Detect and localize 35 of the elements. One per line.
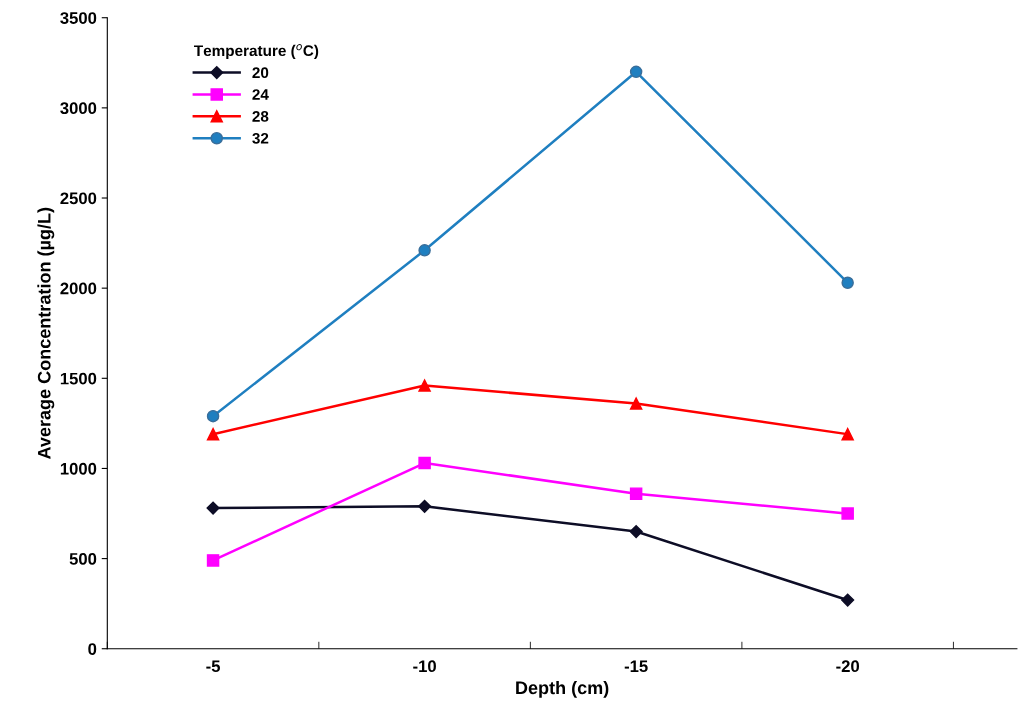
point — [418, 379, 431, 392]
legend-label: 28 — [252, 111, 269, 122]
point — [629, 65, 643, 79]
y-tick-label: 2500 — [60, 192, 97, 205]
point — [629, 487, 643, 500]
point — [841, 507, 854, 520]
y-tick-label: 500 — [69, 552, 97, 565]
point — [418, 499, 432, 513]
y-tick-label: 0 — [88, 643, 97, 655]
x-tick-label: -20 — [836, 660, 860, 673]
x-tick-label: -10 — [413, 660, 436, 673]
legend-label: 32 — [252, 132, 269, 144]
point — [206, 427, 220, 441]
x-tick-label: -5 — [206, 660, 221, 673]
y-tick-label: 3000 — [60, 102, 97, 115]
y-tick-label: 1500 — [60, 372, 97, 385]
legend-label: 24 — [252, 89, 269, 100]
point — [418, 456, 431, 470]
x-axis-title: Depth (cm) — [516, 680, 609, 698]
y-tick-label: 3500 — [60, 12, 97, 24]
point — [841, 276, 854, 289]
x-tick-label: -15 — [624, 660, 648, 673]
point — [629, 397, 643, 410]
point — [206, 501, 220, 515]
y-tick-label: 2000 — [60, 282, 97, 295]
y-axis-title: Average Concentration (µg/L) — [37, 207, 55, 460]
legend-label: 20 — [252, 67, 269, 79]
point — [418, 244, 431, 257]
point — [206, 409, 220, 423]
point — [841, 427, 854, 441]
point — [841, 593, 855, 607]
point — [206, 554, 220, 567]
y-tick-label: 1000 — [60, 462, 97, 475]
legend-title: Temperature ($^{o}$C) — [194, 44, 319, 60]
point — [629, 524, 643, 539]
